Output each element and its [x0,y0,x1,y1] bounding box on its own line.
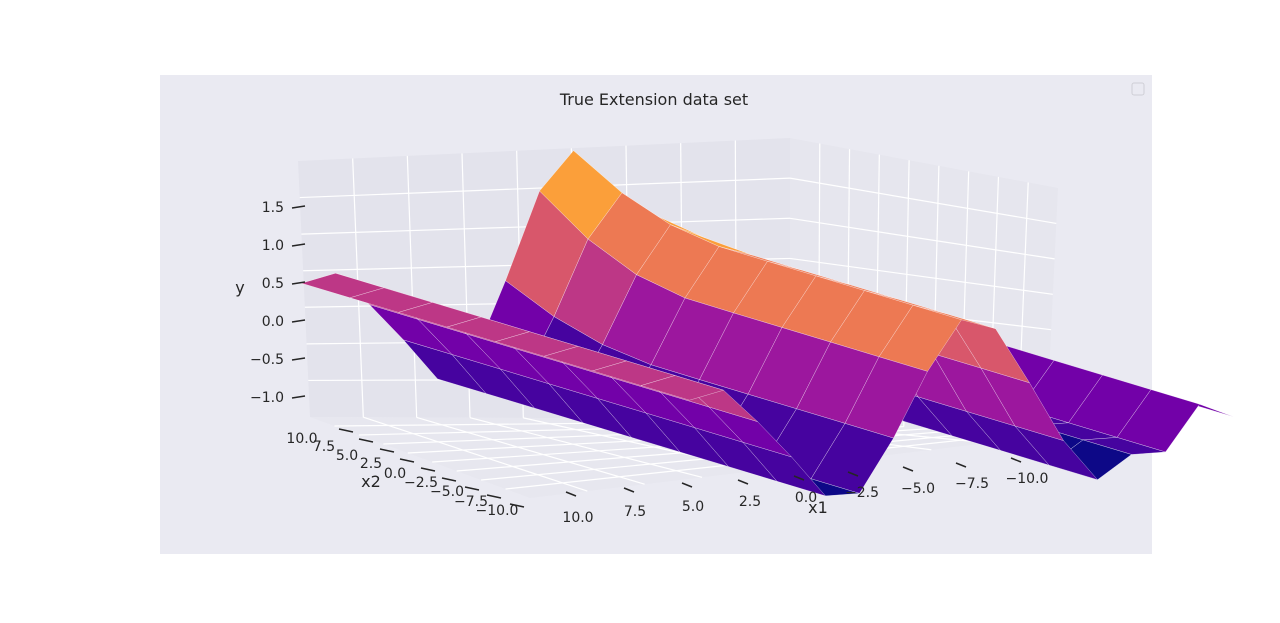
x1-tick-mark [955,462,967,468]
x1-tick-label: 0.0 [795,490,817,506]
x1-tick-mark [681,482,693,488]
x2-tick-mark [420,467,436,472]
x2-tick-label: 7.5 [313,439,335,455]
z-tick-mark [291,243,306,247]
z-tick-mark [291,357,306,361]
x1-tick-label: −5.0 [901,481,935,497]
x2-tick-label: −5.0 [430,484,464,500]
x1-tick-mark [902,466,914,472]
x1-tick-label: 5.0 [682,499,704,515]
x1-tick-mark [623,487,635,493]
x1-axis-ticks: 10.0 7.5 5.0 2.5 0.0 −2.5 −5.0 −7.5 −10.0 [562,457,1049,526]
x2-tick-mark [338,428,354,433]
x1-tick-mark [565,491,577,497]
z-tick-label: 0.0 [262,314,284,330]
x1-tick-mark [793,475,805,481]
x1-axis-label: x1 [808,498,828,517]
z-tick-label: −0.5 [250,352,284,368]
x1-tick-mark [1010,457,1022,463]
z-tick-label: 1.0 [262,238,284,254]
x2-tick-label: −10.0 [476,503,519,519]
x1-tick-label: 2.5 [739,494,761,510]
x1-tick-label: −2.5 [845,485,879,501]
x2-tick-label: −2.5 [404,475,438,491]
x1-tick-label: 10.0 [562,510,593,526]
z-tick-label: −1.0 [250,390,284,406]
z-tick-mark [291,319,306,323]
x1-tick-label: −10.0 [1006,471,1049,487]
x2-tick-mark [464,486,480,491]
x2-tick-label: 5.0 [336,448,358,464]
x2-tick-label: −7.5 [454,494,488,510]
z-axis-ticks: 1.5 1.0 0.5 0.0 −0.5 −1.0 [250,200,306,406]
x2-axis-label: x2 [361,472,381,491]
x2-tick-mark [441,477,457,482]
z-tick-mark [291,205,306,209]
x1-tick-label: 7.5 [624,504,646,520]
chart-title: True Extension data set [559,90,748,109]
x2-tick-mark [379,448,395,453]
z-tick-mark [291,395,306,399]
z-tick-label: 1.5 [262,200,284,216]
z-axis-label: y [235,278,244,297]
x1-tick-mark [847,471,859,477]
x2-tick-label: 10.0 [286,431,317,447]
surface-patch [640,375,725,401]
surface [300,150,1234,497]
x2-tick-label: 0.0 [384,466,406,482]
x2-tick-mark [399,458,415,463]
x1-tick-label: −7.5 [955,476,989,492]
x1-tick-mark [737,479,749,485]
x2-tick-mark [486,494,502,499]
x2-axis-ticks: 10.07.55.0 2.50.0−2.5−5.0−7.5−10.0 [286,428,525,519]
z-tick-label: 0.5 [262,276,284,292]
x2-tick-label: 2.5 [360,456,382,472]
z-tick-mark [291,281,306,285]
legend-box [1131,82,1145,96]
x2-tick-mark [509,503,525,508]
x2-tick-mark [358,438,374,443]
